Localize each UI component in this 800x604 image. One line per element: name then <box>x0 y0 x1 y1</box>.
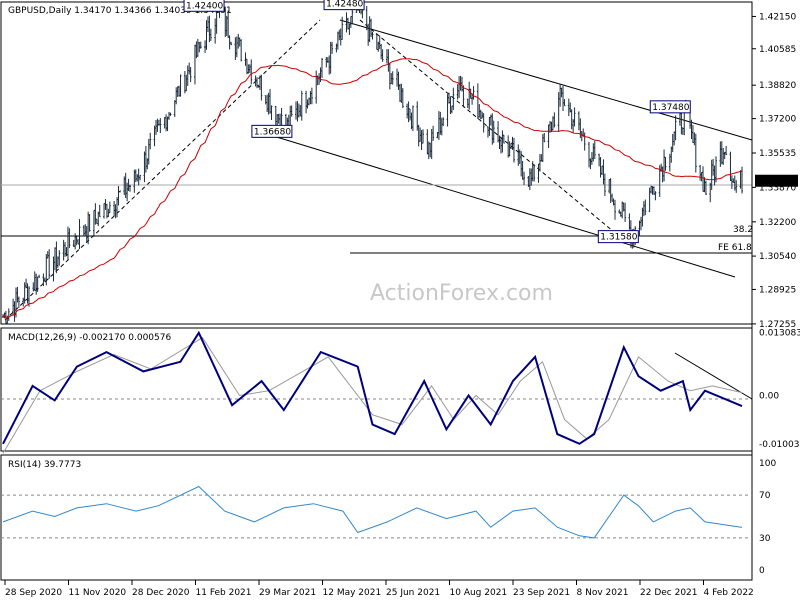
x-tick-label: 11 Feb 2021 <box>196 588 252 598</box>
macd-title: MACD(12,26,9) -0.002170 0.000576 <box>8 333 171 343</box>
x-tick-label: 28 Dec 2020 <box>132 588 190 598</box>
price-y-tick-label: 1.42150 <box>759 12 796 22</box>
rsi-y-tick-label: 70 <box>759 491 771 501</box>
chart-header: GBPUSD,Daily 1.34170 1.34366 1.34039 1.3… <box>8 6 232 16</box>
annotation-fe-61-8: FE 61.8 <box>718 243 752 253</box>
x-tick-label: 29 Mar 2021 <box>259 588 316 598</box>
price-label-box <box>323 0 365 11</box>
price-y-tick-label: 1.38820 <box>759 81 796 91</box>
trendline-channel-top <box>339 19 753 141</box>
last-price-tag <box>755 174 798 187</box>
price-y-tick-label: 1.30540 <box>759 252 796 262</box>
rsi-panel-frame <box>0 454 753 581</box>
price-label: 1.31580 <box>600 233 637 243</box>
price-label-box <box>183 0 225 12</box>
price-label-box <box>251 124 293 138</box>
moving-average-line <box>2 58 743 319</box>
price-label-box <box>597 230 639 244</box>
price-y-tick-label: 1.40585 <box>759 45 796 55</box>
price-label: 1.42480 <box>326 0 363 10</box>
x-tick-label: 23 Sep 2021 <box>513 588 570 598</box>
x-tick-label: 28 Sep 2020 <box>5 588 62 598</box>
price-label-box <box>649 100 691 114</box>
x-tick-label: 22 Dec 2021 <box>640 588 698 598</box>
macd-y-tick-label: -0.01003 <box>759 440 799 450</box>
x-tick-label: 11 Nov 2020 <box>69 588 127 598</box>
macd-y-tick-label: 0.013083 <box>759 328 800 338</box>
x-tick-label: 12 May 2021 <box>323 588 382 598</box>
rsi-line <box>2 485 743 539</box>
rsi-y-tick-label: 100 <box>759 459 776 469</box>
price-label: 1.37480 <box>652 103 689 113</box>
macd-line <box>2 330 743 445</box>
price-label: 1.42400 <box>186 1 223 11</box>
price-y-tick-label: 1.35535 <box>759 149 796 159</box>
price-label: 1.36680 <box>254 127 291 137</box>
last-price-label: 1.34191 <box>758 177 795 187</box>
price-y-tick-label: 1.37200 <box>759 115 796 125</box>
trendline-support-dashed <box>4 19 321 321</box>
x-tick-label: 25 Jun 2021 <box>386 588 440 598</box>
rsi-y-tick-label: 0 <box>759 566 765 576</box>
macd-trendline <box>674 352 753 400</box>
rsi-y-tick-label: 30 <box>759 534 771 544</box>
macd-y-tick-label: 0.00 <box>759 392 779 402</box>
price-y-tick-label: 1.32200 <box>759 218 796 228</box>
price-y-tick-label: 1.27255 <box>759 320 796 330</box>
rsi-title: RSI(14) 39.7773 <box>8 460 81 470</box>
x-tick-label: 10 Aug 2021 <box>450 588 508 598</box>
price-panel-frame <box>0 1 753 325</box>
watermark: ActionForex.com <box>370 281 553 306</box>
x-tick-label: 4 Feb 2022 <box>704 588 754 598</box>
price-y-tick-label: 1.28925 <box>759 285 796 295</box>
price-y-tick-label: 1.33870 <box>759 183 796 193</box>
trendline-channel-bottom <box>269 134 736 278</box>
macd-panel-frame <box>0 327 753 452</box>
x-tick-label: 8 Nov 2021 <box>577 588 629 598</box>
trendline-retrace-dashed <box>359 19 621 238</box>
annotation-38-2: 38.2 <box>733 225 753 235</box>
